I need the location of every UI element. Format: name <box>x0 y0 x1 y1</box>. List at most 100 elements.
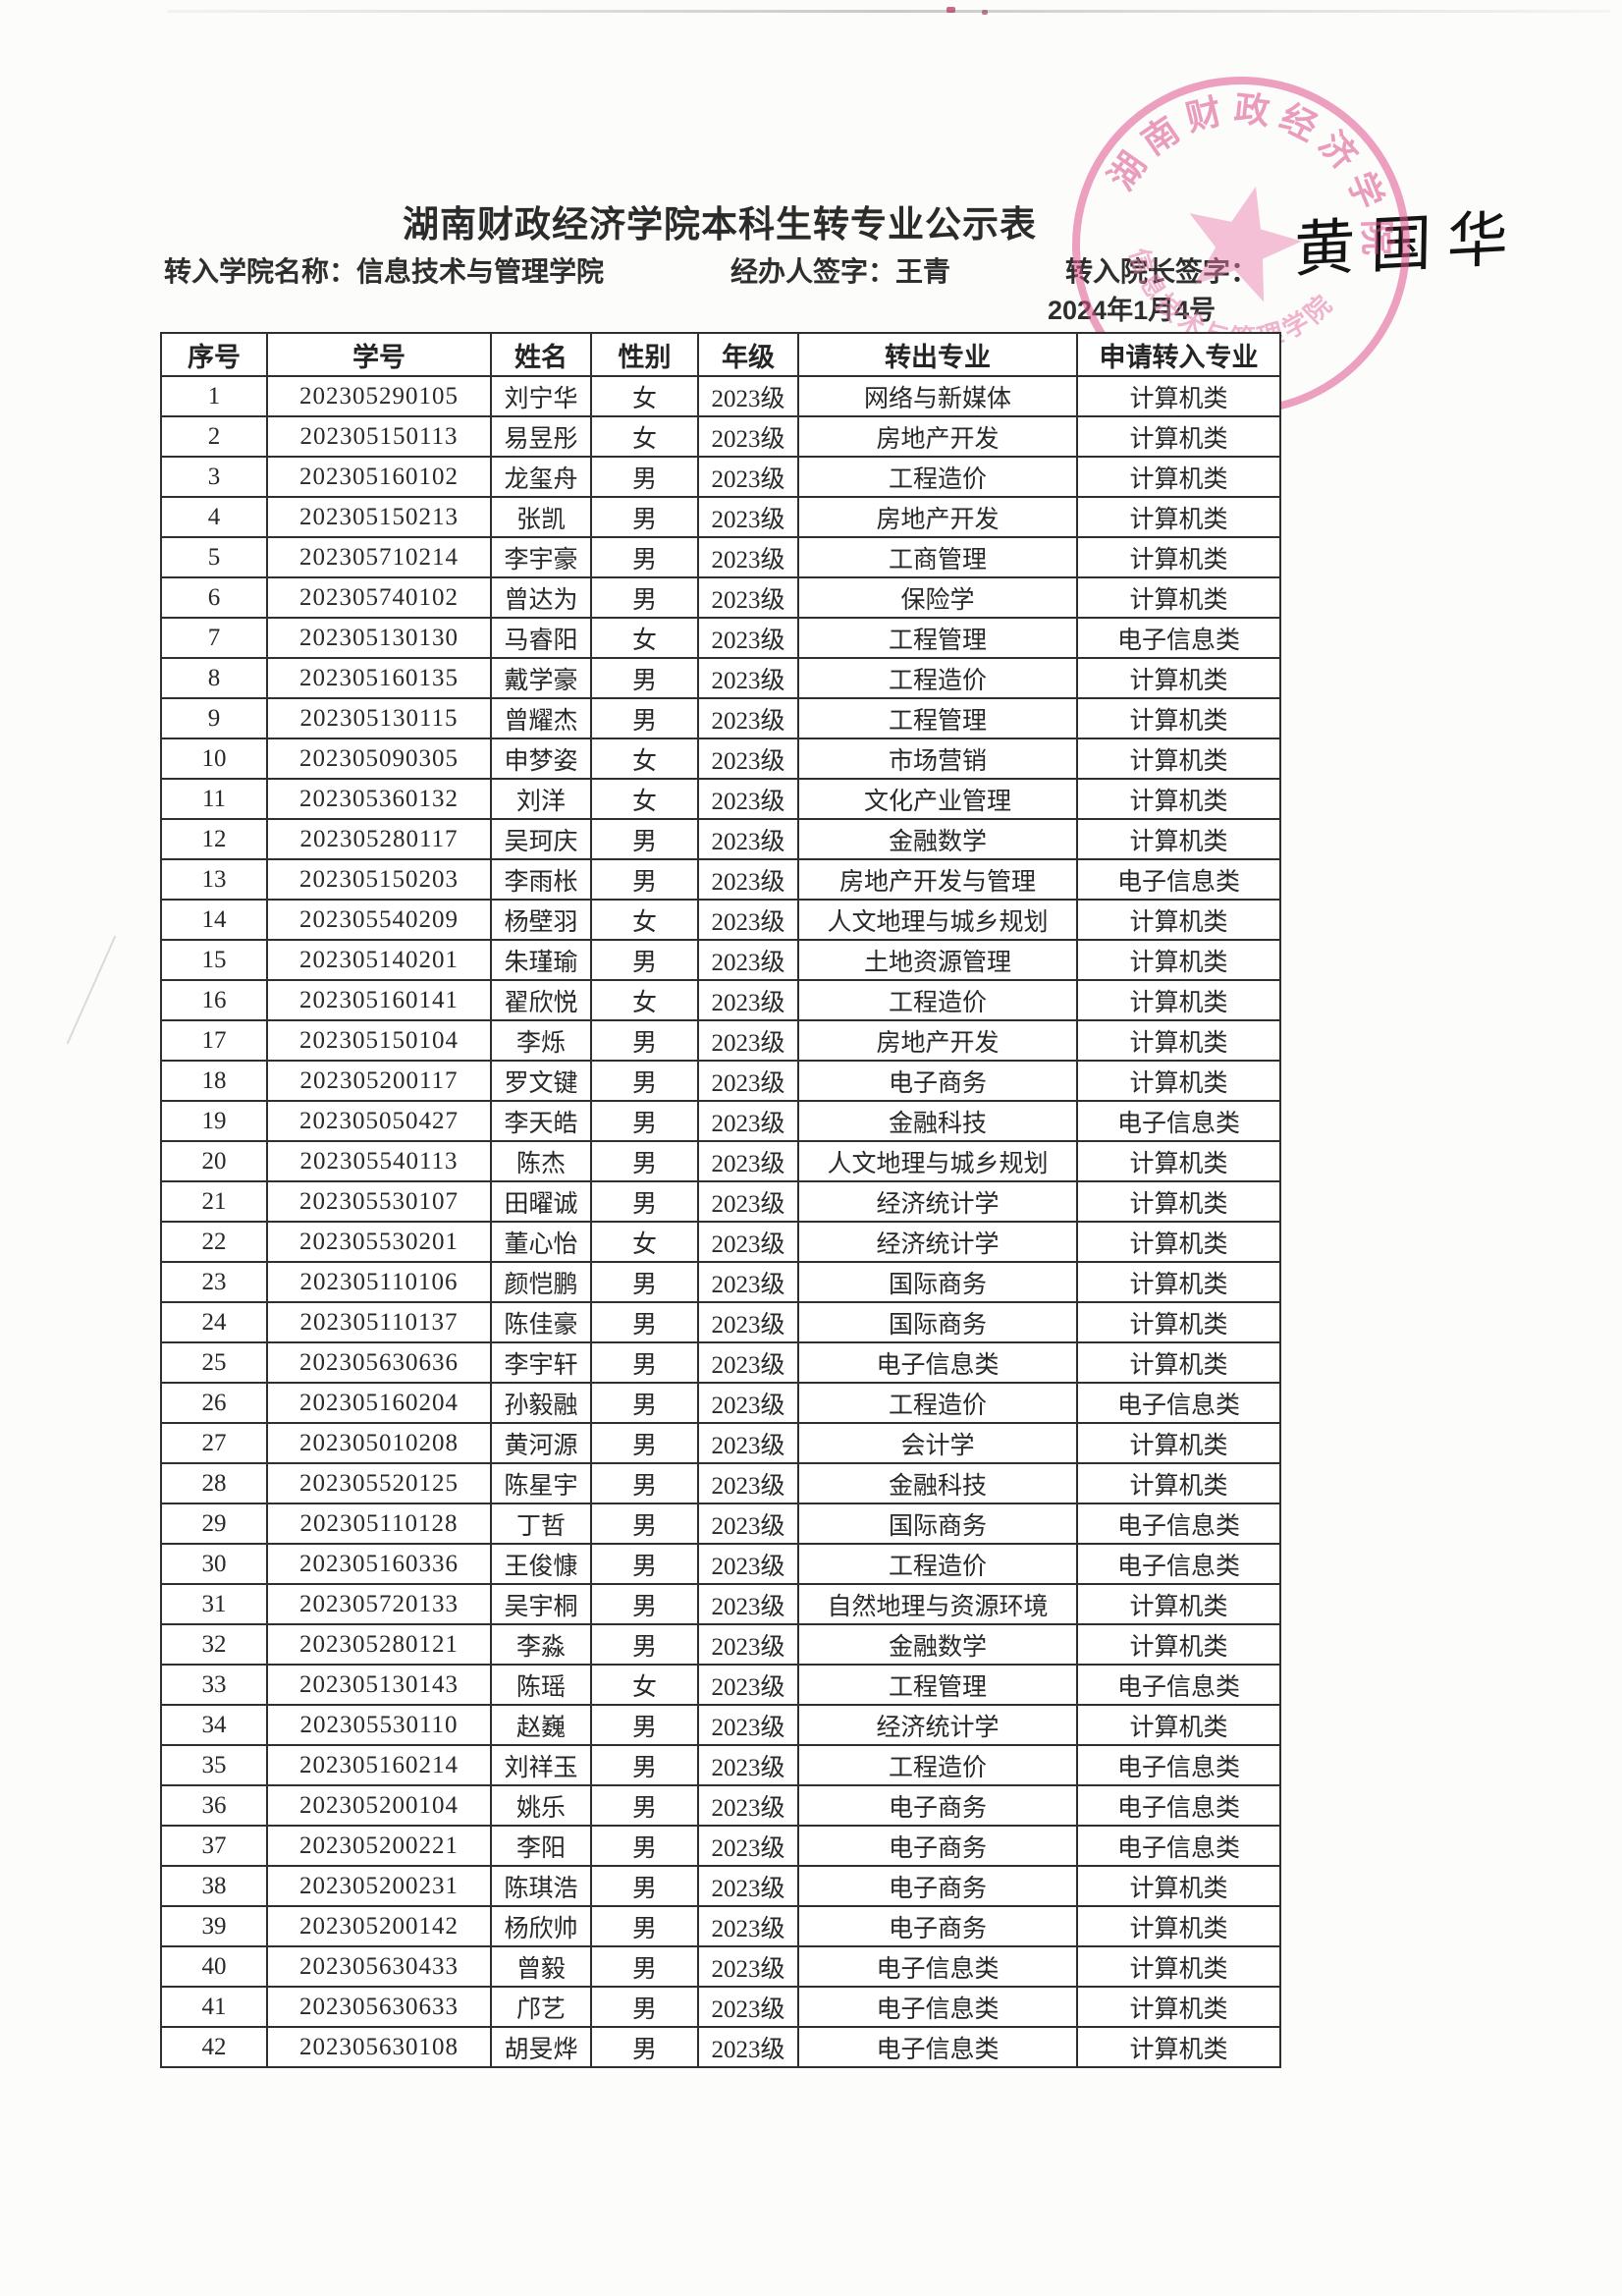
table-row: 6 202305740102 曾达为男 2023级 保险学 计算机类 <box>160 576 1281 619</box>
cell-grade: 2023级 <box>697 2026 799 2068</box>
cell-gender: 女 <box>590 415 699 458</box>
table-row: 25 202305630636 李宇轩男 2023级 电子信息类 计算机类 <box>160 1341 1281 1384</box>
cell-gender: 男 <box>590 1140 699 1182</box>
cell-to-major: 计算机类 <box>1076 1704 1281 1746</box>
cell-name: 杨壁羽 <box>490 899 592 941</box>
cell-name: 王俊慷 <box>490 1543 592 1585</box>
cell-grade: 2023级 <box>697 1664 799 1706</box>
table-row: 17 202305150104 李烁男 2023级 房地产开发 计算机类 <box>160 1019 1281 1062</box>
cell-grade: 2023级 <box>697 1180 799 1223</box>
table-row: 8 202305160135 戴学豪男 2023级 工程造价 计算机类 <box>160 657 1281 699</box>
cell-to-major: 电子信息类 <box>1076 1664 1281 1706</box>
cell-to-major: 计算机类 <box>1076 778 1281 820</box>
cell-index: 19 <box>160 1100 268 1142</box>
cell-to-major: 计算机类 <box>1076 496 1281 538</box>
cell-student-id: 202305150104 <box>266 1019 492 1062</box>
cell-grade: 2023级 <box>697 979 799 1021</box>
cell-to-major: 计算机类 <box>1076 1865 1281 1907</box>
cell-to-major: 计算机类 <box>1076 818 1281 860</box>
cell-to-major: 计算机类 <box>1076 939 1281 981</box>
cell-index: 1 <box>160 375 268 417</box>
cell-student-id: 202305050427 <box>266 1100 492 1142</box>
cell-name: 吴珂庆 <box>490 818 592 860</box>
cell-index: 14 <box>160 899 268 941</box>
date-text: 2024年1月4号 <box>1048 296 1216 325</box>
cell-from-major: 电子信息类 <box>797 1986 1078 2028</box>
scan-scratch-mark <box>66 935 117 1045</box>
cell-name: 孙毅融 <box>490 1382 592 1424</box>
cell-gender: 男 <box>590 1180 699 1223</box>
cell-from-major: 金融科技 <box>797 1462 1078 1504</box>
cell-name: 李阳 <box>490 1825 592 1867</box>
table-row: 32 202305280121 李淼男 2023级 金融数学 计算机类 <box>160 1623 1281 1666</box>
cell-to-major: 计算机类 <box>1076 456 1281 498</box>
cell-gender: 男 <box>590 2026 699 2068</box>
cell-name: 刘祥玉 <box>490 1744 592 1786</box>
cell-gender: 男 <box>590 1503 699 1545</box>
cell-name: 姚乐 <box>490 1784 592 1827</box>
cell-grade: 2023级 <box>697 1704 799 1746</box>
cell-index: 26 <box>160 1382 268 1424</box>
cell-student-id: 202305200231 <box>266 1865 492 1907</box>
cell-grade: 2023级 <box>697 1261 799 1303</box>
cell-to-major: 计算机类 <box>1076 1261 1281 1303</box>
cell-name: 龙玺舟 <box>490 456 592 498</box>
cell-index: 7 <box>160 617 268 659</box>
cell-to-major: 计算机类 <box>1076 657 1281 699</box>
cell-student-id: 202305150213 <box>266 496 492 538</box>
cell-name: 曾耀杰 <box>490 697 592 739</box>
cell-to-major: 计算机类 <box>1076 697 1281 739</box>
cell-grade: 2023级 <box>697 858 799 901</box>
cell-index: 20 <box>160 1140 268 1182</box>
table-row: 10 202305090305 申梦姿女 2023级 市场营销 计算机类 <box>160 738 1281 780</box>
cell-gender: 男 <box>590 1060 699 1102</box>
cell-grade: 2023级 <box>697 1462 799 1504</box>
cell-student-id: 202305630636 <box>266 1341 492 1384</box>
cell-to-major: 电子信息类 <box>1076 1744 1281 1786</box>
table-row: 27 202305010208 黄河源男 2023级 会计学 计算机类 <box>160 1422 1281 1464</box>
cell-gender: 男 <box>590 1744 699 1786</box>
cell-from-major: 国际商务 <box>797 1503 1078 1545</box>
dean-signature-label: 转入院长签字： <box>1065 256 1259 287</box>
cell-from-major: 经济统计学 <box>797 1221 1078 1263</box>
cell-from-major: 工程造价 <box>797 657 1078 699</box>
cell-name: 李天皓 <box>490 1100 592 1142</box>
dean-handwritten-signature: 黄国华 <box>1293 205 1525 285</box>
cell-grade: 2023级 <box>697 738 799 780</box>
cell-index: 41 <box>160 1986 268 2028</box>
cell-name: 陈佳豪 <box>490 1301 592 1343</box>
cell-index: 23 <box>160 1261 268 1303</box>
cell-grade: 2023级 <box>697 456 799 498</box>
cell-from-major: 电子信息类 <box>797 2026 1078 2068</box>
cell-name: 吴宇桐 <box>490 1583 592 1625</box>
header-student-id: 学号 <box>266 332 492 377</box>
cell-gender: 男 <box>590 1261 699 1303</box>
cell-name: 陈瑶 <box>490 1664 592 1706</box>
cell-to-major: 计算机类 <box>1076 899 1281 941</box>
cell-index: 15 <box>160 939 268 981</box>
cell-student-id: 202305200104 <box>266 1784 492 1827</box>
table-row: 7 202305130130 马睿阳女 2023级 工程管理 电子信息类 <box>160 617 1281 659</box>
header-to-major: 申请转入专业 <box>1076 332 1281 377</box>
cell-index: 29 <box>160 1503 268 1545</box>
cell-index: 33 <box>160 1664 268 1706</box>
cell-student-id: 202305630633 <box>266 1986 492 2028</box>
cell-student-id: 202305540209 <box>266 899 492 941</box>
cell-grade: 2023级 <box>697 1100 799 1142</box>
table-row: 11 202305360132 刘洋女 2023级 文化产业管理 计算机类 <box>160 778 1281 820</box>
cell-student-id: 202305530110 <box>266 1704 492 1746</box>
cell-student-id: 202305090305 <box>266 738 492 780</box>
table-row: 40 202305630433 曾毅男 2023级 电子信息类 计算机类 <box>160 1945 1281 1988</box>
cell-grade: 2023级 <box>697 1543 799 1585</box>
cell-index: 3 <box>160 456 268 498</box>
table-row: 19 202305050427 李天皓男 2023级 金融科技 电子信息类 <box>160 1100 1281 1142</box>
cell-name: 赵巍 <box>490 1704 592 1746</box>
cell-gender: 男 <box>590 1905 699 1947</box>
cell-name: 李宇轩 <box>490 1341 592 1384</box>
cell-from-major: 电子商务 <box>797 1905 1078 1947</box>
cell-gender: 女 <box>590 1221 699 1263</box>
cell-to-major: 计算机类 <box>1076 536 1281 578</box>
cell-student-id: 202305110128 <box>266 1503 492 1545</box>
cell-gender: 男 <box>590 939 699 981</box>
table-row: 41 202305630633 邝艺男 2023级 电子信息类 计算机类 <box>160 1986 1281 2028</box>
